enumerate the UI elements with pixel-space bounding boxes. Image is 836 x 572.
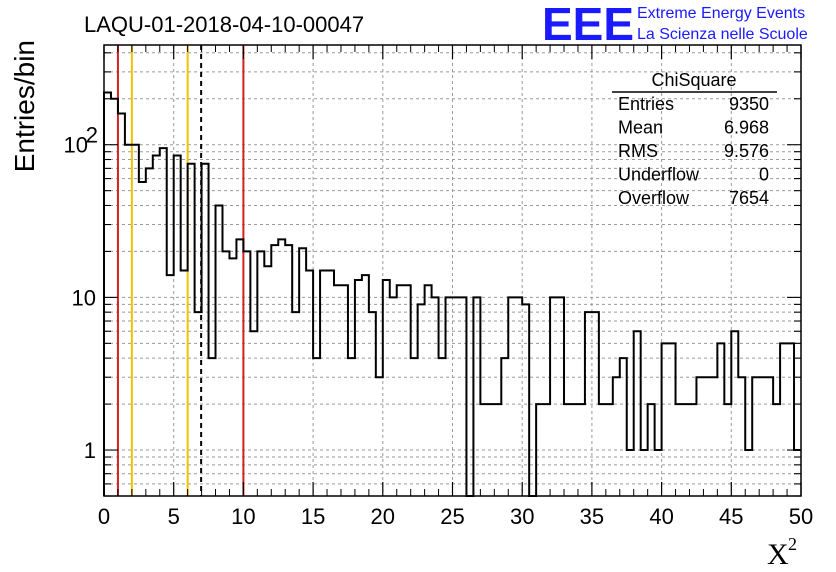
y-tick-label: 1 — [84, 438, 96, 463]
x-tick-label: 0 — [98, 504, 110, 529]
x-axis-label: X — [767, 538, 789, 571]
y-tick-label: 10 — [72, 285, 96, 310]
stats-label: Underflow — [618, 165, 700, 185]
stats-label: RMS — [618, 141, 658, 161]
stats-box: ChiSquare Entries 9350 Mean 6.968 RMS 9.576 Un… — [612, 70, 777, 208]
stats-value: 0 — [759, 165, 769, 185]
eee-logo: EEE Extreme Energy Events La Scienza nel… — [542, 0, 808, 50]
logo-line-1: Extreme Energy Events — [637, 5, 805, 22]
y-tick-label-exponent: 2 — [86, 123, 98, 148]
x-tick-label: 10 — [231, 504, 255, 529]
y-axis-label: Entries/bin — [9, 40, 40, 172]
y-tick-label: 10 — [64, 133, 88, 158]
logo-mark: EEE — [542, 0, 634, 50]
x-tick-label: 15 — [301, 504, 325, 529]
x-tick-label: 30 — [510, 504, 534, 529]
stats-label: Mean — [618, 118, 663, 138]
stats-value: 6.968 — [724, 118, 769, 138]
stats-value: 9.576 — [724, 141, 769, 161]
stats-title: ChiSquare — [651, 70, 736, 90]
chart-title: LAQU-01-2018-04-10-00047 — [84, 12, 364, 37]
logo-line-2: La Scienza nelle Scuole — [637, 26, 808, 43]
x-tick-label: 40 — [649, 504, 673, 529]
x-tick-label: 50 — [789, 504, 813, 529]
x-tick-label: 20 — [371, 504, 395, 529]
stats-rows: Entries 9350 Mean 6.968 RMS 9.576 Underflow 0 Ov… — [618, 94, 769, 208]
x-tick-label: 5 — [168, 504, 180, 529]
stats-value: 9350 — [729, 94, 769, 114]
x-tick-label: 35 — [580, 504, 604, 529]
stats-label: Overflow — [618, 188, 690, 208]
grid-lines — [104, 45, 801, 497]
stats-label: Entries — [618, 94, 674, 114]
x-axis-label-superscript: 2 — [788, 534, 797, 554]
x-tick-label: 45 — [719, 504, 743, 529]
x-tick-label: 25 — [440, 504, 464, 529]
stats-value: 7654 — [729, 188, 769, 208]
histogram-outline — [103, 91, 801, 497]
